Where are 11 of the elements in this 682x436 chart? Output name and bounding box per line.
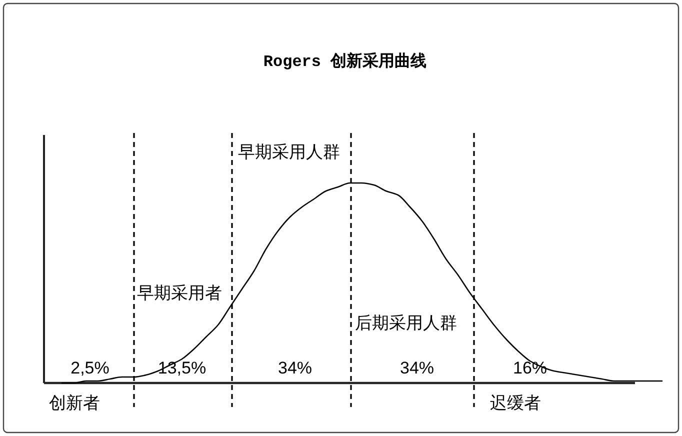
annotation: 16% [512, 358, 548, 378]
text: 创新者 [49, 394, 100, 412]
text: 早期采用人群 [238, 142, 340, 162]
chart-title: Rogers 创新采用曲线 [263, 52, 427, 71]
annotation: 2,5% [70, 358, 110, 378]
annotation: 早期采用者 [137, 284, 222, 302]
annotation: 34% [278, 358, 312, 378]
annotation: 13,5% [158, 358, 206, 378]
text: 迟缓者 [490, 394, 541, 412]
annotation: 后期采用人群 [355, 314, 457, 332]
annotation: 34% [400, 358, 434, 378]
